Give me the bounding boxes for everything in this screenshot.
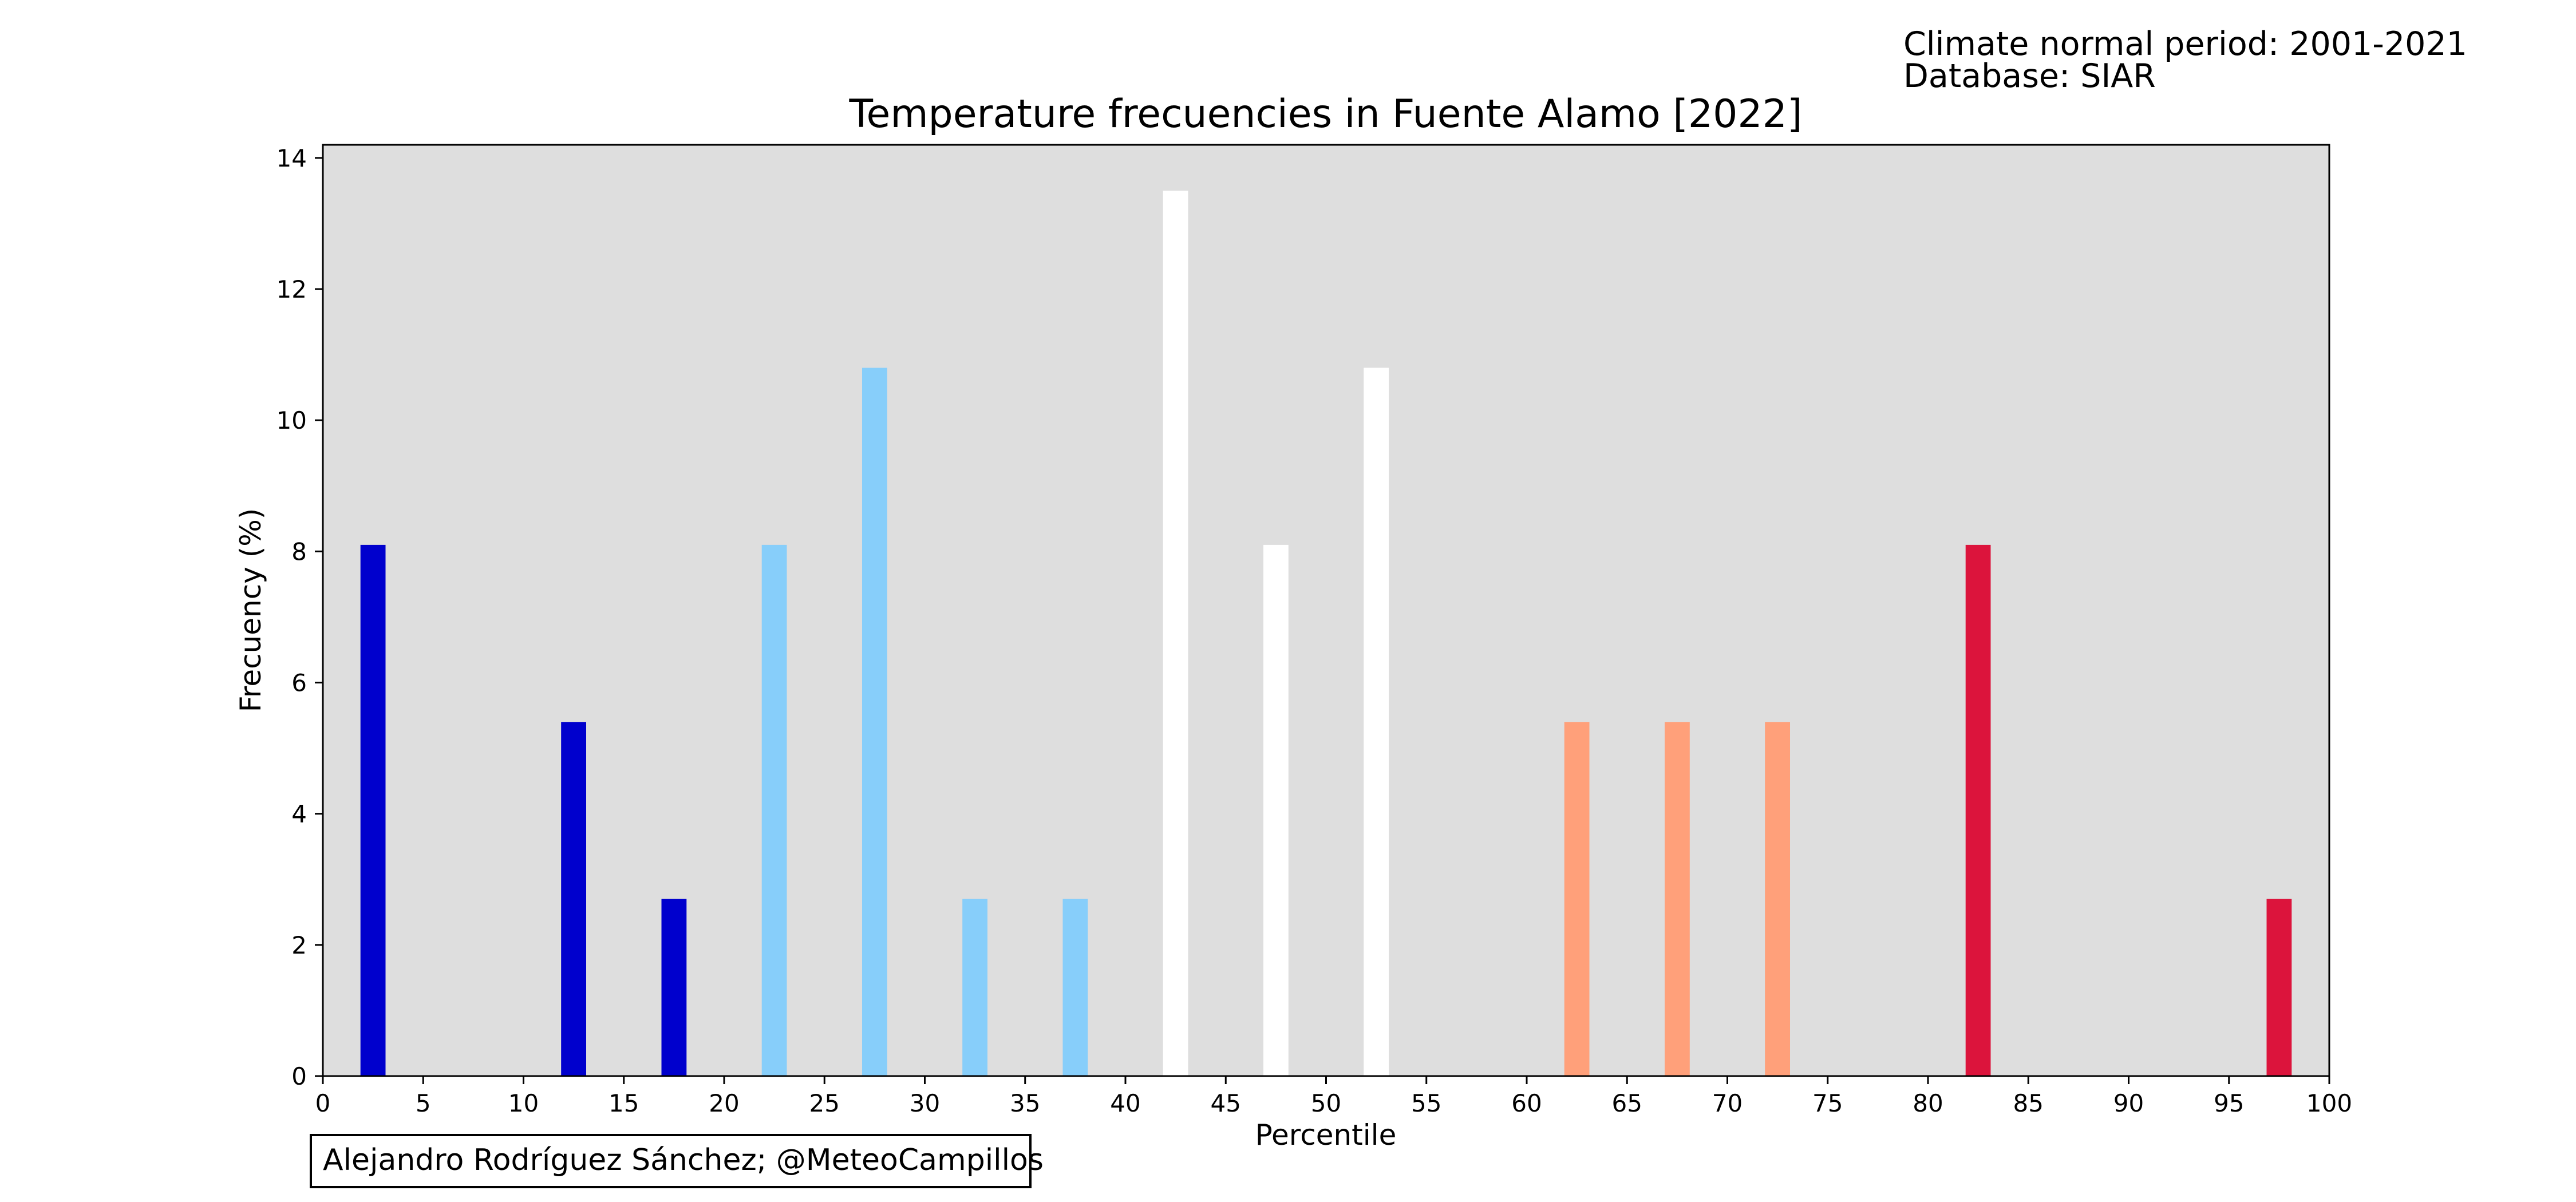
- x-tick-label: 20: [709, 1089, 739, 1117]
- x-tick-label: 60: [1511, 1089, 1542, 1117]
- ticks-layer: 0 5 10 15 20 25 30 35 40 45 50 55 60 65 70 75 80 85 90 95 10…: [276, 144, 2353, 1117]
- bars-layer: [360, 191, 2292, 1077]
- y-tick-label: 0: [291, 1062, 307, 1090]
- bar-p62.5: [1564, 722, 1590, 1076]
- plot-area: [323, 145, 2329, 1076]
- database-text: Database: SIAR: [1903, 57, 2156, 95]
- x-tick-label: 10: [508, 1089, 539, 1117]
- bar-p47.5: [1263, 544, 1289, 1076]
- x-tick-label: 100: [2306, 1089, 2352, 1117]
- x-tick-label: 0: [315, 1089, 331, 1117]
- x-tick-label: 25: [809, 1089, 840, 1117]
- x-tick-label: 65: [1612, 1089, 1642, 1117]
- x-tick-label: 15: [609, 1089, 639, 1117]
- y-tick-label: 2: [291, 931, 307, 959]
- x-tick-label: 70: [1712, 1089, 1743, 1117]
- bar-p67.5: [1665, 722, 1690, 1076]
- x-tick-label: 40: [1110, 1089, 1140, 1117]
- x-tick-label: 95: [2214, 1089, 2244, 1117]
- bar-p27.5: [862, 367, 887, 1076]
- y-axis-label: Frecuency (%): [234, 508, 267, 712]
- bar-p2.5: [360, 544, 386, 1076]
- x-tick-label: 30: [910, 1089, 940, 1117]
- bar-p37.5: [1062, 899, 1088, 1076]
- x-tick-label: 85: [2013, 1089, 2044, 1117]
- credit-text: Alejandro Rodríguez Sánchez; @MeteoCampi…: [323, 1143, 1044, 1177]
- normal-period-text: Climate normal period: 2001-2021: [1903, 25, 2467, 63]
- x-tick-label: 45: [1211, 1089, 1241, 1117]
- chart-title: Temperature frecuencies in Fuente Alamo …: [849, 92, 1803, 137]
- y-tick-label: 8: [291, 537, 307, 566]
- y-tick-label: 12: [276, 275, 307, 303]
- bar-p82.5: [1965, 544, 1991, 1076]
- bar-p12.5: [561, 722, 586, 1076]
- x-tick-label: 35: [1010, 1089, 1040, 1117]
- bar-p52.5: [1364, 367, 1389, 1076]
- x-axis-label: Percentile: [1255, 1118, 1397, 1152]
- bar-p72.5: [1765, 722, 1790, 1076]
- y-tick-label: 10: [276, 406, 307, 434]
- bar-p22.5: [761, 544, 787, 1076]
- bar-p97.5: [2266, 899, 2292, 1076]
- x-tick-label: 75: [1812, 1089, 1843, 1117]
- y-tick-label: 4: [291, 800, 307, 828]
- x-tick-label: 55: [1411, 1089, 1441, 1117]
- y-tick-label: 14: [276, 144, 307, 172]
- x-tick-label: 50: [1311, 1089, 1341, 1117]
- credit-box: [310, 1134, 1032, 1188]
- x-tick-label: 5: [416, 1089, 431, 1117]
- x-tick-label: 90: [2113, 1089, 2144, 1117]
- bar-p32.5: [962, 899, 987, 1076]
- bar-p17.5: [661, 899, 687, 1076]
- bar-p42.5: [1163, 191, 1188, 1077]
- y-tick-label: 6: [291, 669, 307, 697]
- x-tick-label: 80: [1913, 1089, 1943, 1117]
